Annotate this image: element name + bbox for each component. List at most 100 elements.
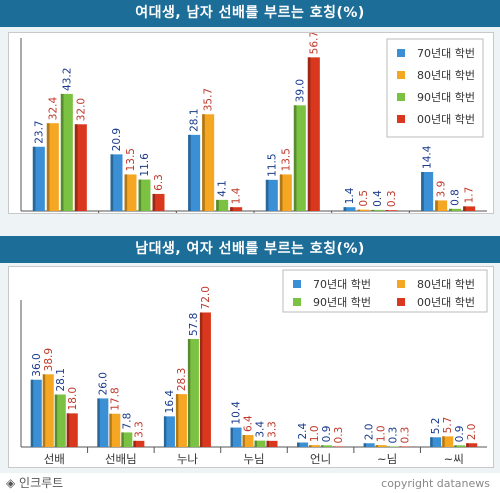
bar-fill	[265, 179, 278, 211]
bar-shade	[463, 206, 466, 211]
bar-fill	[163, 416, 175, 447]
bar	[463, 206, 476, 211]
value-label: 1.0	[376, 425, 388, 442]
bar-shade	[435, 200, 438, 211]
bar-shade	[454, 445, 457, 447]
legend-swatch	[293, 280, 301, 288]
bar-fill	[97, 398, 109, 447]
category-label: 누나	[177, 452, 199, 466]
legend-label: 00년대 학번	[417, 113, 475, 126]
value-label: 0.5	[358, 190, 370, 207]
bar	[152, 193, 165, 211]
bar	[74, 124, 87, 211]
legend-swatch	[397, 93, 405, 101]
bar-shade	[442, 436, 445, 447]
value-label: 32.0	[75, 98, 87, 121]
bar-fill	[371, 209, 384, 211]
bar-fill	[435, 200, 448, 211]
bar-shade	[421, 171, 424, 211]
bar-shade	[466, 443, 469, 447]
bar-fill	[421, 171, 434, 211]
bar-fill	[66, 413, 78, 447]
bar	[133, 440, 145, 447]
bar-fill	[430, 437, 442, 447]
bar	[265, 179, 278, 211]
bar-shade	[293, 105, 297, 211]
footer-brand: ◈ 인크루트	[6, 476, 64, 490]
bar-fill	[124, 174, 137, 211]
bar	[357, 209, 370, 211]
category-label: ~님	[377, 452, 397, 466]
chart1-panel: 23.732.443.232.0선배20.913.511.66.3선배님28.1…	[8, 32, 494, 214]
bar	[442, 436, 454, 447]
bar-fill	[60, 93, 73, 211]
value-label: 57.8	[188, 313, 200, 336]
bar	[435, 200, 448, 211]
bar-shade	[60, 93, 64, 211]
value-label: 6.3	[153, 174, 165, 191]
footer-copyright: copyright datanews	[381, 477, 490, 490]
bar-shade	[188, 134, 191, 211]
legend-label: 90년대 학번	[313, 296, 371, 309]
bar-shade	[309, 445, 312, 447]
bar-fill	[230, 207, 243, 211]
bar-shade	[321, 445, 324, 447]
value-label: 28.3	[176, 368, 188, 391]
bar-fill	[152, 193, 165, 211]
bar	[242, 435, 254, 447]
value-label: 6.4	[243, 415, 255, 432]
bar	[175, 394, 187, 447]
category-label: 누님	[243, 452, 264, 466]
legend: 70년대 학번 80년대 학번 90년대 학번 00년대 학번	[386, 38, 484, 138]
bar-shade	[97, 398, 100, 447]
bar-fill	[385, 210, 398, 211]
bar-shade	[199, 312, 203, 447]
bar-shade	[54, 394, 58, 447]
value-label: 1.4	[231, 187, 243, 204]
value-label: 28.1	[189, 108, 201, 131]
bar-fill	[74, 124, 87, 211]
bar-shade	[216, 199, 219, 211]
value-label: 2.4	[297, 422, 309, 439]
bar	[279, 174, 292, 211]
bar-shade	[242, 435, 245, 447]
bar	[449, 208, 462, 211]
value-label: 0.3	[388, 427, 400, 444]
bar	[60, 93, 73, 211]
chart2-svg: 36.0 38.928.118.0선배26.017.87.83.3선배님16.42…	[20, 269, 488, 466]
value-label: 36.0	[31, 353, 43, 376]
bar	[363, 443, 375, 447]
bar	[30, 379, 42, 447]
value-label: 1.0	[309, 425, 321, 442]
chart1-title: 여대생, 남자 선배를 부르는 호칭(%)	[0, 0, 500, 27]
value-label: 23.7	[33, 120, 45, 143]
legend-label: 70년대 학번	[313, 278, 371, 291]
chart2-title: 남대생, 여자 선배를 부르는 호칭(%)	[0, 236, 500, 263]
bar	[454, 445, 466, 447]
bar-shade	[74, 124, 78, 211]
legend-label: 00년대 학번	[417, 296, 475, 309]
bar-fill	[30, 379, 42, 447]
chart1-svg: 23.732.443.232.0선배20.913.511.66.3선배님28.1…	[20, 33, 487, 213]
bar	[430, 437, 442, 447]
value-label: 0.8	[450, 189, 462, 206]
bar	[307, 57, 320, 211]
bar-fill	[321, 445, 333, 447]
value-label: 3.4	[255, 421, 267, 438]
bar-fill	[442, 436, 454, 447]
bar-shade	[371, 209, 375, 211]
bar	[333, 446, 345, 447]
value-label: 11.6	[139, 153, 151, 177]
bar-fill	[202, 114, 215, 211]
bar	[297, 442, 309, 447]
bar	[188, 134, 201, 211]
bar-shade	[297, 442, 300, 447]
bar-fill	[230, 427, 242, 447]
value-label: 13.5	[125, 148, 137, 171]
bar	[202, 114, 215, 211]
bar-fill	[242, 435, 254, 447]
category-label: 언니	[310, 452, 331, 466]
bar-shade	[363, 443, 367, 447]
bar-fill	[463, 206, 476, 211]
legend-swatch	[397, 115, 405, 123]
